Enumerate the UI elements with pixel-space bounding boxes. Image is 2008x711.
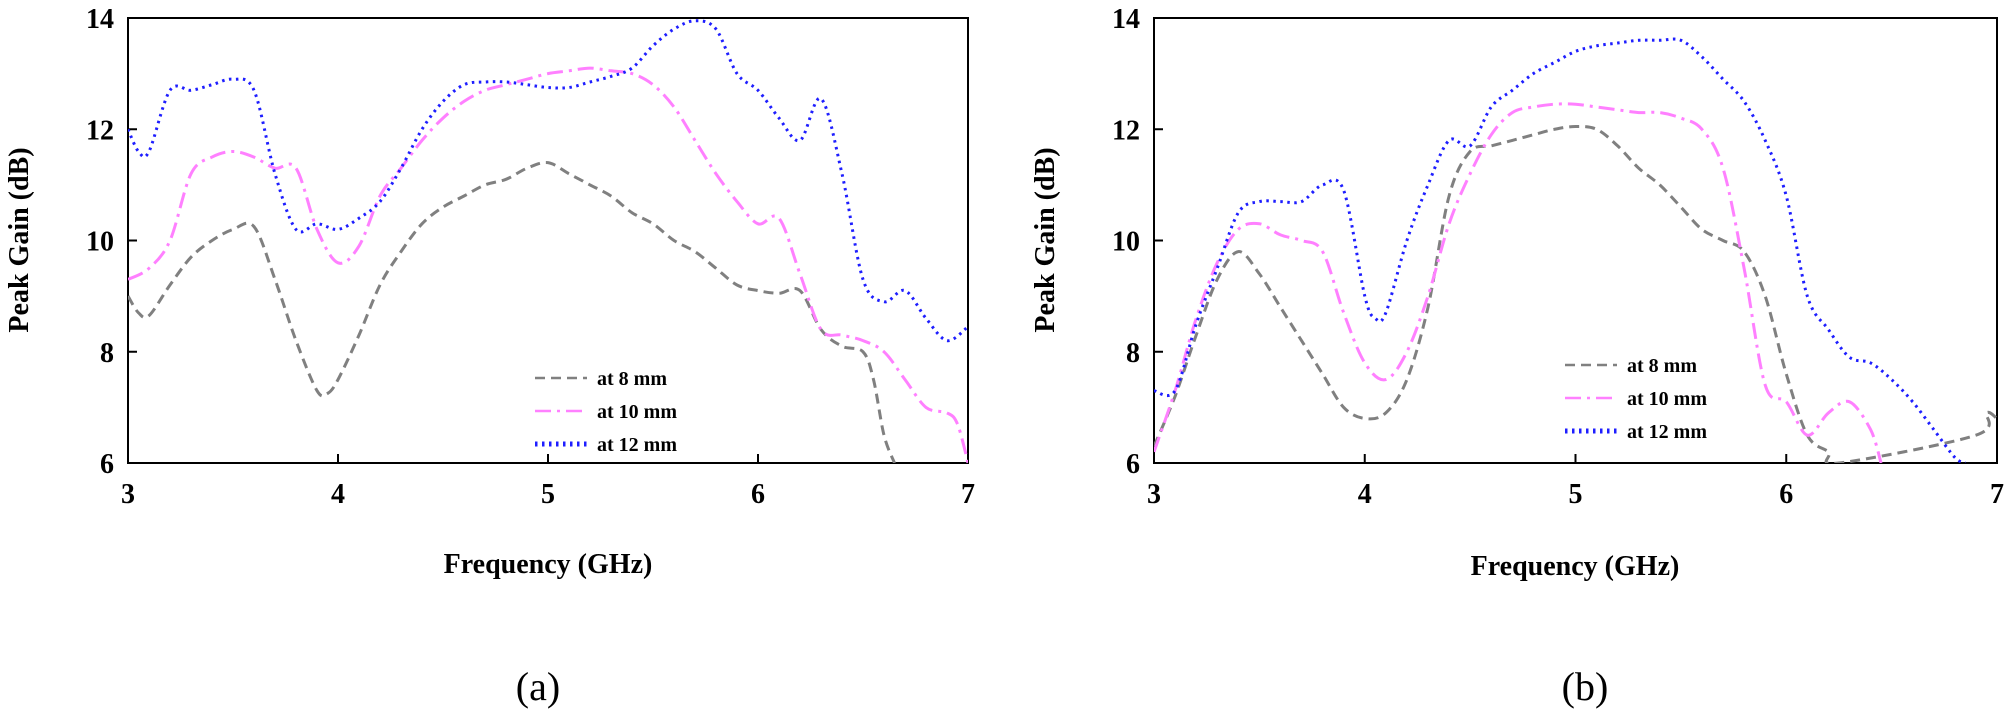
chart-panel-a: 3 4 5 6 7 6 8 10 12 14 at 8 mm at 10 mm at 12 mm Fr… <box>4 4 975 709</box>
series-group-a <box>128 19 968 463</box>
legend-label-a-8mm: at 8 mm <box>597 368 667 390</box>
axes-b: 3 4 5 6 7 6 8 10 12 14 <box>1112 4 2004 510</box>
legend-a: at 8 mm at 10 mm at 12 mm <box>535 368 677 456</box>
legend-label-a-12mm: at 12 mm <box>597 434 677 456</box>
y-tick-label-b-10: 10 <box>1112 227 1140 258</box>
legend-label-a-10mm: at 10 mm <box>597 401 677 423</box>
y-tick-label-a-10: 10 <box>86 227 114 258</box>
y-tick-label-b-6: 6 <box>1126 449 1140 480</box>
x-tick-label-b-4: 4 <box>1358 479 1372 510</box>
y-tick-label-b-8: 8 <box>1126 338 1140 369</box>
x-tick-label-b-3: 3 <box>1147 479 1161 510</box>
x-tick-label-a-5: 5 <box>541 479 555 510</box>
series-line-a-8mm <box>128 160 896 463</box>
series-line-b-10mm <box>1154 102 1883 463</box>
x-tick-label-a-4: 4 <box>331 479 345 510</box>
panel-label-b: (b) <box>1562 664 1609 709</box>
x-tick-label-a-7: 7 <box>961 479 975 510</box>
axes-a: 3 4 5 6 7 6 8 10 12 14 <box>86 4 975 510</box>
y-tick-label-a-12: 12 <box>86 115 114 146</box>
panel-label-a: (a) <box>516 664 560 709</box>
x-axis-label-b: Frequency (GHz) <box>1471 551 1680 582</box>
legend-b: at 8 mm at 10 mm at 12 mm <box>1565 355 1707 443</box>
y-tick-label-a-14: 14 <box>86 4 114 35</box>
y-tick-label-a-6: 6 <box>100 449 114 480</box>
y-tick-label-b-14: 14 <box>1112 4 1140 35</box>
series-line-a-10mm <box>128 66 968 463</box>
plot-frame-a <box>127 17 969 464</box>
series-line-a-12mm <box>128 19 968 343</box>
y-axis-label-b: Peak Gain (dB) <box>1030 147 1061 332</box>
plot-frame-b <box>1153 17 1998 464</box>
x-tick-label-a-6: 6 <box>751 479 765 510</box>
y-axis-label-a: Peak Gain (dB) <box>4 147 35 332</box>
series-line-b-8mm <box>1154 124 1997 463</box>
legend-label-b-8mm: at 8 mm <box>1627 355 1697 377</box>
x-tick-label-b-6: 6 <box>1779 479 1793 510</box>
legend-label-b-10mm: at 10 mm <box>1627 388 1707 410</box>
x-tick-label-b-7: 7 <box>1990 479 2004 510</box>
legend-label-b-12mm: at 12 mm <box>1627 421 1707 443</box>
y-tick-label-a-8: 8 <box>100 338 114 369</box>
x-tick-label-b-5: 5 <box>1569 479 1583 510</box>
x-tick-label-a-3: 3 <box>121 479 135 510</box>
chart-panel-b: 3 4 5 6 7 6 8 10 12 14 at 8 mm at 10 mm at 12 mm Fr… <box>1030 4 2004 709</box>
x-axis-label-a: Frequency (GHz) <box>444 549 653 580</box>
series-line-b-12mm <box>1154 37 1967 463</box>
y-tick-label-b-12: 12 <box>1112 115 1140 146</box>
series-group-b <box>1154 37 1997 463</box>
